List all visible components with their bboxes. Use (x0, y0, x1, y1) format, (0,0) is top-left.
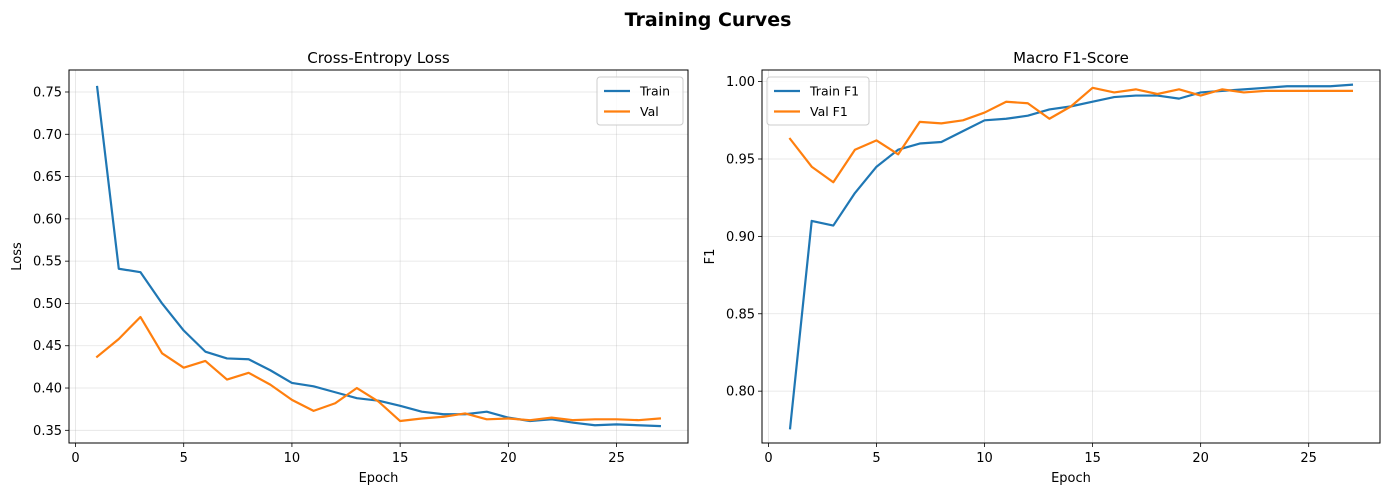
plot-frame (68, 69, 689, 444)
y-tick-label: 0.75 (33, 85, 62, 100)
figure-title: Training Curves (625, 9, 792, 31)
legend-box (766, 76, 870, 126)
x-tick-label: 25 (608, 451, 625, 466)
x-tick-label: 10 (976, 451, 993, 466)
x-axis-label: Epoch (359, 471, 399, 486)
y-tick-label: 0.60 (33, 212, 62, 227)
legend: Train Val (596, 76, 684, 126)
series-line-train (95, 85, 662, 428)
y-tick-label: 0.45 (33, 339, 62, 354)
y-axis-label: Loss (10, 242, 25, 271)
y-axis-label: F1 (703, 249, 718, 265)
series-line-val-f1 (788, 86, 1354, 184)
y-tick-label: 0.80 (726, 385, 755, 400)
x-tick-label: 5 (180, 451, 188, 466)
chart-title: Cross-Entropy Loss (307, 49, 450, 67)
x-tick-label: 0 (764, 451, 772, 466)
x-tick-label: 15 (1084, 451, 1101, 466)
x-tick-label: 15 (392, 451, 409, 466)
legend-label: Val F1 (810, 104, 848, 119)
x-tick-label: 10 (284, 451, 301, 466)
x-tick-label: 20 (1192, 451, 1209, 466)
legend-label: Train F1 (809, 84, 859, 99)
chart-panel-1: 0 5 10 15 20 25 0.35 0.40 0.45 0.50 0.55 0.60 0.65 0.… (10, 49, 689, 486)
y-tick-label: 0.90 (726, 230, 755, 245)
legend-label: Train (639, 84, 670, 99)
y-tick-label: 0.85 (726, 307, 755, 322)
series-line-val (95, 315, 662, 423)
legend-label: Val (640, 104, 659, 119)
chart-panel-2: 0 5 10 15 20 25 0.80 0.85 0.90 0.95 1.00 Macro F1-S… (703, 49, 1381, 486)
x-tick-label: 20 (500, 451, 517, 466)
plot-frame (761, 69, 1381, 444)
x-tick-label: 0 (71, 451, 79, 466)
y-tick-label: 0.65 (33, 170, 62, 185)
y-tick-label: 1.00 (726, 75, 755, 90)
y-tick-label: 0.50 (33, 297, 62, 312)
legend: Train F1 Val F1 (766, 76, 870, 126)
y-tick-label: 0.35 (33, 424, 62, 439)
series-line-train-f1 (788, 83, 1354, 430)
y-tick-label: 0.95 (726, 152, 755, 167)
x-tick-label: 5 (872, 451, 880, 466)
y-tick-label: 0.70 (33, 128, 62, 143)
y-tick-label: 0.40 (33, 382, 62, 397)
x-tick-label: 25 (1300, 451, 1317, 466)
chart-title: Macro F1-Score (1013, 49, 1129, 67)
y-tick-label: 0.55 (33, 255, 62, 270)
x-axis-label: Epoch (1051, 471, 1091, 486)
legend-box (596, 76, 684, 126)
